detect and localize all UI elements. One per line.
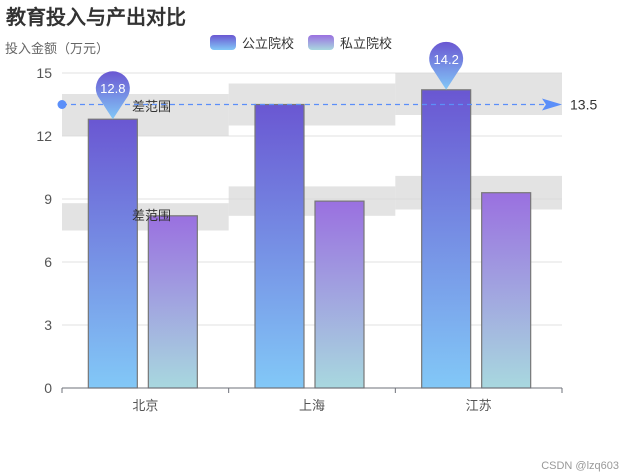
y-tick-label: 12 xyxy=(36,128,52,144)
range-band xyxy=(395,73,562,115)
average-line-arrow xyxy=(542,98,562,111)
bar[interactable] xyxy=(147,215,198,389)
range-band xyxy=(228,186,396,216)
legend-label-public: 公立院校 xyxy=(242,36,295,51)
range-band-label: 差范围 xyxy=(132,99,171,114)
average-line-start-symbol xyxy=(57,100,67,109)
bar[interactable] xyxy=(314,200,365,389)
range-band xyxy=(395,175,562,210)
bar[interactable] xyxy=(254,103,305,389)
bar[interactable] xyxy=(481,192,532,389)
legend-item-private[interactable]: 私立院校 xyxy=(308,33,392,52)
x-tick-label: 江苏 xyxy=(466,398,492,413)
min-marker-pin[interactable] xyxy=(95,71,130,120)
legend-swatch-public xyxy=(210,35,236,50)
y-tick-label: 15 xyxy=(36,65,52,81)
y-tick-label: 0 xyxy=(44,380,52,396)
bar[interactable] xyxy=(87,118,138,389)
x-tick-label: 北京 xyxy=(132,398,158,413)
legend-label-private: 私立院校 xyxy=(340,36,393,51)
x-tick-label: 上海 xyxy=(299,398,325,413)
max-marker-pin[interactable] xyxy=(429,41,464,90)
min-marker-pin-label: 12.8 xyxy=(100,81,125,96)
y-tick-label: 6 xyxy=(44,254,52,270)
y-tick-label: 3 xyxy=(44,317,52,333)
y-axis-label: 投入金额（万元） xyxy=(5,41,110,56)
max-marker-pin-label: 14.2 xyxy=(434,52,459,67)
chart-title: 教育投入与产出对比 xyxy=(6,7,186,29)
legend-swatch-private xyxy=(308,35,335,50)
legend-item-public[interactable]: 公立院校 xyxy=(210,33,294,52)
y-tick-label: 9 xyxy=(44,191,52,207)
bar[interactable] xyxy=(421,89,472,389)
range-band-label: 差范围 xyxy=(132,208,171,223)
watermark: CSDN @lzq603 xyxy=(541,460,619,472)
average-line-label: 13.5 xyxy=(570,97,597,113)
legend: 公立院校 私立院校 xyxy=(210,33,392,52)
